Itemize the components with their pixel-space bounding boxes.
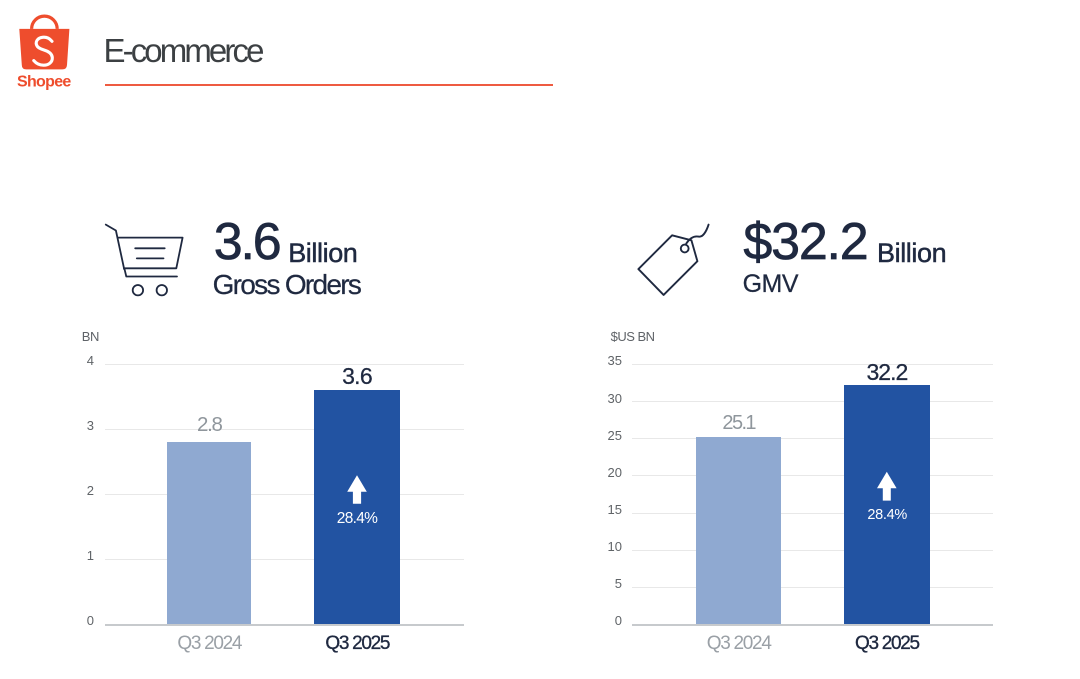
svg-text:Shopee: Shopee (17, 73, 71, 90)
